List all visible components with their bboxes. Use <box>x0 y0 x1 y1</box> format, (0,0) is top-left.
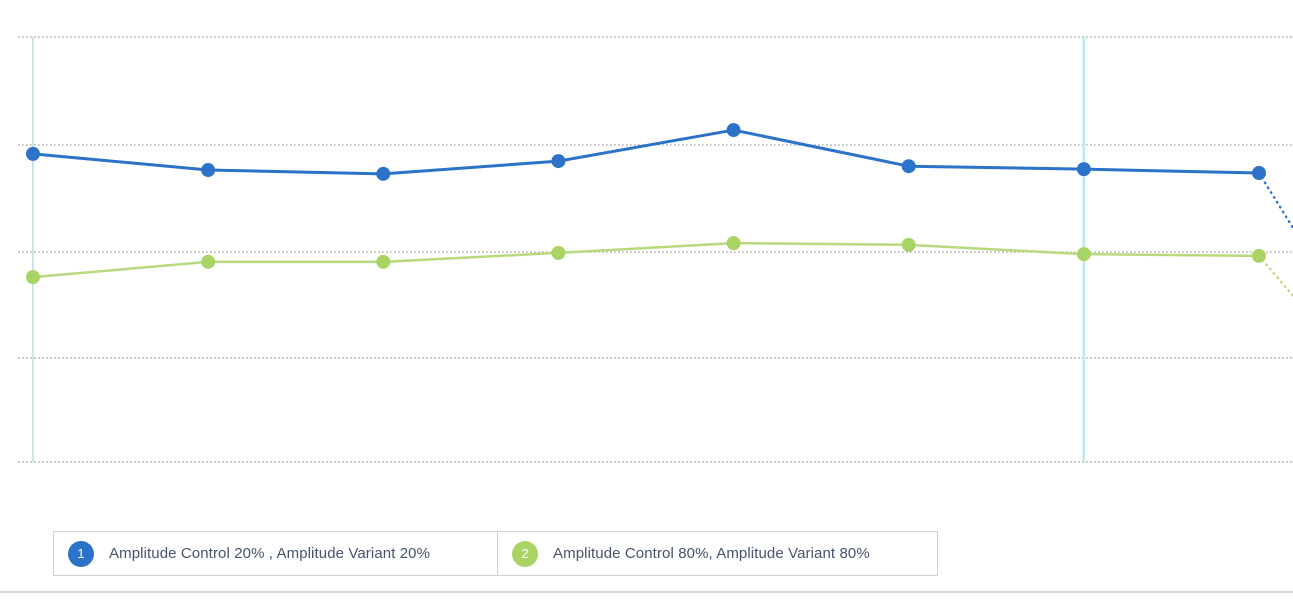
data-point-series1-3[interactable] <box>376 166 391 181</box>
projection-line-1 <box>1257 171 1293 230</box>
series-2-label: Amplitude Control 80%, Amplitude Variant… <box>553 545 870 562</box>
series-line-1 <box>32 128 1260 176</box>
data-point-series2-3[interactable] <box>376 254 391 269</box>
series-1-badge: 1 <box>68 540 94 567</box>
data-point-series2-7[interactable] <box>1076 247 1091 262</box>
series-2-badge: 2 <box>512 540 538 567</box>
data-point-series1-5[interactable] <box>726 123 741 138</box>
data-point-series1-1[interactable] <box>26 146 40 161</box>
series-line-2 <box>32 241 1260 279</box>
data-point-series1-8[interactable] <box>1252 166 1266 180</box>
legend-item-series-2[interactable]: 2 Amplitude Control 80%, Amplitude Varia… <box>498 532 937 575</box>
data-point-series2-6[interactable] <box>901 237 916 252</box>
chart-legend: 1 Amplitude Control 20% , Amplitude Vari… <box>53 531 938 576</box>
data-point-series2-2[interactable] <box>201 254 216 269</box>
data-point-series2-5[interactable] <box>726 236 741 251</box>
bottom-divider <box>0 591 1293 593</box>
data-point-series2-1[interactable] <box>26 270 40 285</box>
data-point-series2-4[interactable] <box>551 245 566 260</box>
projection-line-2 <box>1257 254 1293 298</box>
data-point-series1-4[interactable] <box>551 154 566 169</box>
series-1-label: Amplitude Control 20% , Amplitude Varian… <box>109 545 431 562</box>
data-point-series1-7[interactable] <box>1076 162 1091 177</box>
data-point-series1-2[interactable] <box>201 163 216 178</box>
data-point-series1-6[interactable] <box>901 159 916 174</box>
data-point-series2-8[interactable] <box>1252 248 1266 263</box>
legend-item-series-1[interactable]: 1 Amplitude Control 20% , Amplitude Vari… <box>54 532 498 575</box>
